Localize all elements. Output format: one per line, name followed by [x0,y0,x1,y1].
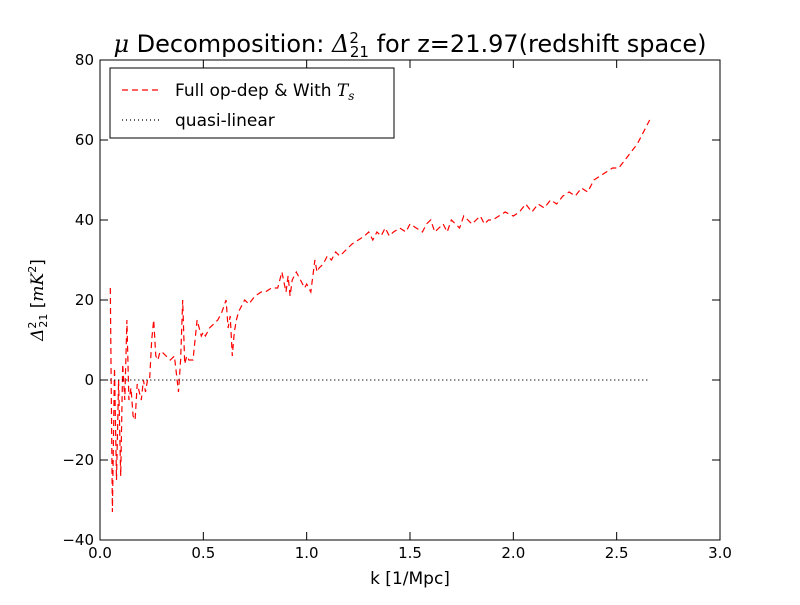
x-tick-label: 1.0 [295,544,319,562]
y-tick-label: 60 [75,131,94,149]
y-tick-label: 40 [75,211,94,229]
y-axis-label: Δ221 [mK2] [26,259,50,342]
legend-label-quasi-linear: quasi-linear [175,111,275,131]
y-tick-label: 0 [84,371,94,389]
x-tick-label: 0.0 [88,544,112,562]
x-axis-label: k [1/Mpc] [370,569,450,589]
legend-box [109,67,395,139]
series-line-full-op-dep [109,119,651,513]
series-layer [109,119,651,513]
legend: Full op-dep & With Ts quasi-linear [109,67,395,139]
x-tick-label: 2.5 [605,544,629,562]
x-tick-label: 1.5 [398,544,422,562]
chart-title: μ Decomposition: Δ2 21 for z=21.97(redshi… [113,29,706,61]
x-tick-label: 3.0 [708,544,732,562]
y-tick-label: 20 [75,291,94,309]
x-axis-ticks: 0.0 0.5 1.0 1.5 2.0 2.5 3.0 [88,60,732,562]
y-axis-ticks: −40 −20 0 20 40 60 80 [62,51,720,549]
legend-label-full-op-dep: Full op-dep & With Ts [175,81,354,103]
y-tick-label: −20 [62,451,94,469]
x-tick-label: 0.5 [191,544,215,562]
y-tick-label: −40 [62,531,94,549]
y-tick-label: 80 [75,51,94,69]
x-tick-label: 2.0 [501,544,525,562]
